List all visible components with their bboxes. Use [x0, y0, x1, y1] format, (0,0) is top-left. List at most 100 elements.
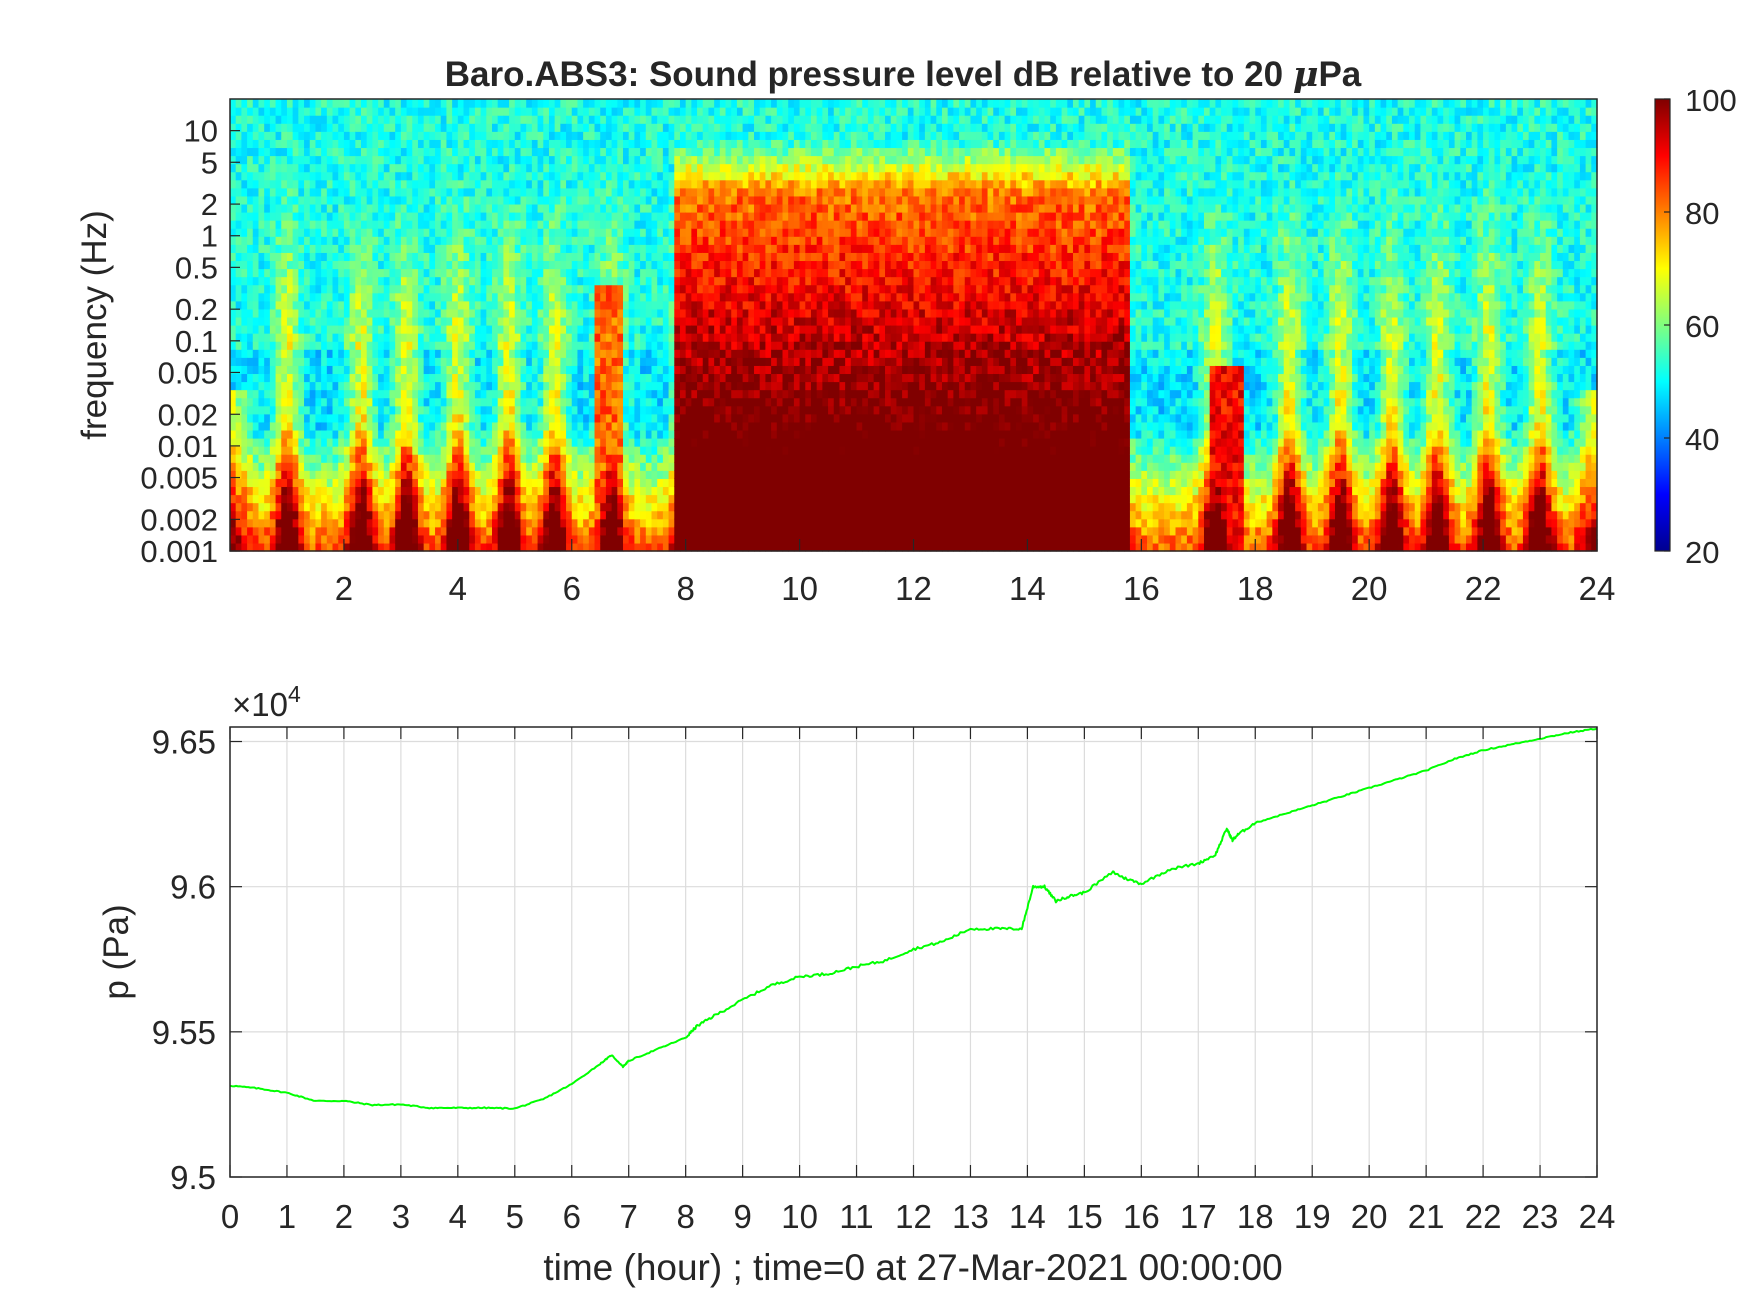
heatmap-cell — [332, 212, 339, 221]
heatmap-cell — [423, 413, 430, 423]
heatmap-cell — [697, 397, 704, 407]
heatmap-cell — [486, 212, 493, 221]
heatmap-cell — [264, 228, 271, 237]
heatmap-cell — [719, 203, 727, 213]
heatmap-cell — [258, 203, 265, 213]
heatmap-cell — [583, 308, 590, 318]
heatmap-cell — [611, 389, 618, 399]
heatmap-cell — [304, 413, 311, 423]
heatmap-cell — [679, 195, 687, 205]
heatmap-cell — [657, 381, 664, 391]
heatmap-cell — [412, 203, 419, 213]
heatmap-cell — [281, 462, 288, 471]
heatmap-cell — [292, 421, 299, 431]
heatmap-cell — [531, 107, 539, 116]
heatmap-cell — [355, 397, 362, 407]
heatmap-cell — [588, 187, 596, 197]
heatmap-cell — [543, 534, 550, 544]
heatmap-cell — [235, 518, 242, 528]
heatmap-cell — [486, 131, 493, 140]
heatmap-cell — [640, 429, 647, 439]
heatmap-cell — [463, 147, 470, 157]
heatmap-cell — [326, 195, 334, 205]
heatmap-cell — [571, 212, 579, 221]
heatmap-cell — [366, 462, 373, 471]
heatmap-cell — [526, 397, 533, 407]
heatmap-cell — [691, 244, 698, 253]
heatmap-cell — [338, 333, 345, 342]
heatmap-cell — [264, 325, 271, 334]
heatmap-cell — [457, 236, 465, 245]
heatmap-cell — [617, 244, 624, 253]
heatmap-cell — [463, 429, 470, 439]
heatmap-cell — [628, 147, 636, 157]
heatmap-cell — [264, 486, 271, 496]
heatmap-cell — [634, 325, 641, 334]
heatmap-cell — [611, 268, 618, 278]
heatmap-cell — [674, 462, 681, 471]
heatmap-cell — [605, 405, 613, 415]
heatmap-cell — [338, 534, 345, 544]
heatmap-cell — [264, 276, 271, 286]
heatmap-cell — [361, 236, 368, 245]
heatmap-cell — [526, 244, 533, 253]
heatmap-cell — [697, 228, 704, 237]
heatmap-cell — [566, 139, 573, 149]
heatmap-cell — [640, 478, 647, 488]
heatmap-cell — [497, 107, 504, 116]
heatmap-cell — [623, 244, 630, 253]
heatmap-cell — [486, 438, 493, 447]
heatmap-cell — [241, 381, 248, 391]
heatmap-cell — [662, 284, 670, 294]
heatmap-cell — [714, 446, 721, 455]
heatmap-cell — [605, 494, 613, 504]
heatmap-cell — [685, 518, 692, 528]
heatmap-cell — [657, 171, 664, 181]
heatmap-cell — [326, 203, 334, 213]
heatmap-cell — [406, 187, 413, 197]
heatmap-cell — [264, 534, 271, 544]
heatmap-cell — [286, 421, 294, 431]
heatmap-cell — [349, 446, 356, 455]
heatmap-cell — [492, 284, 499, 294]
heatmap-cell — [361, 252, 368, 262]
heatmap-cell — [520, 478, 527, 488]
heatmap-cell — [258, 163, 265, 173]
heatmap-cell — [423, 325, 430, 334]
heatmap-cell — [269, 381, 277, 391]
heatmap-cell — [406, 139, 413, 149]
heatmap-cell — [361, 171, 368, 181]
heatmap-cell — [412, 518, 419, 528]
heatmap-cell — [463, 179, 470, 189]
heatmap-cell — [332, 276, 339, 286]
heatmap-cell — [286, 405, 294, 415]
heatmap-cell — [662, 341, 670, 350]
heatmap-cell — [503, 171, 510, 181]
heatmap-cell — [668, 99, 675, 108]
heatmap-cell — [526, 236, 533, 245]
heatmap-cell — [520, 123, 527, 132]
heatmap-cell — [600, 542, 607, 552]
heatmap-cell — [383, 526, 391, 536]
heatmap-cell — [452, 220, 459, 229]
heatmap-cell — [241, 268, 248, 278]
heatmap-cell — [691, 292, 698, 302]
heatmap-cell — [531, 526, 539, 536]
heatmap-cell — [531, 349, 539, 358]
heatmap-cell — [685, 341, 692, 350]
heatmap-cell — [480, 99, 487, 108]
heatmap-cell — [406, 381, 413, 391]
heatmap-cell — [566, 421, 573, 431]
heatmap-cell — [617, 462, 624, 471]
heatmap-cell — [355, 470, 362, 479]
heatmap-cell — [594, 325, 601, 334]
heatmap-cell — [628, 163, 636, 173]
heatmap-cell — [514, 260, 522, 270]
heatmap-cell — [383, 308, 391, 318]
heatmap-cell — [275, 341, 282, 350]
heatmap-cell — [338, 421, 345, 431]
heatmap-cell — [463, 454, 470, 463]
heatmap-cell — [480, 260, 487, 270]
heatmap-cell — [309, 470, 317, 479]
heatmap-cell — [338, 429, 345, 439]
